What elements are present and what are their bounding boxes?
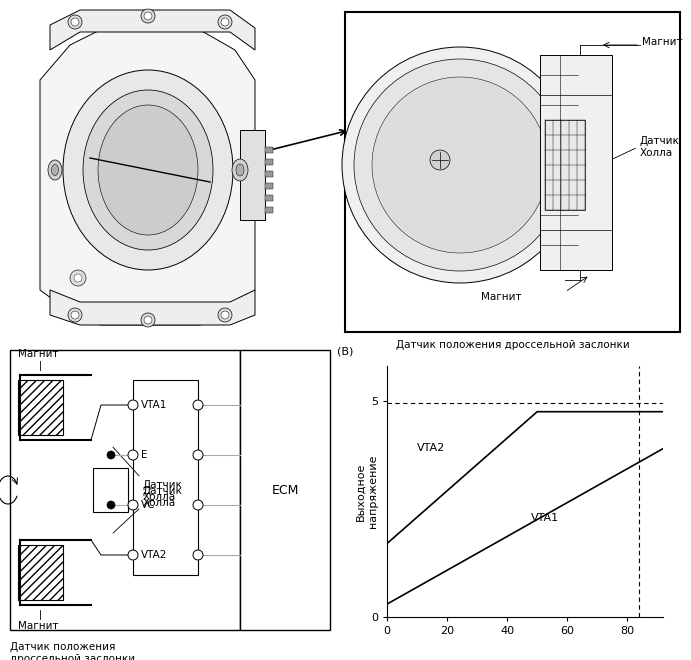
Circle shape: [342, 47, 578, 283]
Circle shape: [372, 77, 548, 253]
Text: Датчик
Холла: Датчик Холла: [640, 136, 680, 158]
Circle shape: [107, 451, 115, 459]
Circle shape: [144, 316, 152, 324]
Bar: [265, 171, 273, 177]
Circle shape: [221, 18, 229, 26]
Text: VTA1: VTA1: [531, 513, 559, 523]
Polygon shape: [50, 290, 255, 325]
Circle shape: [144, 12, 152, 20]
Bar: [345, 12, 680, 332]
Bar: [18, 545, 63, 600]
Text: Датчик положения
дроссельной заслонки: Датчик положения дроссельной заслонки: [10, 642, 135, 660]
Bar: [240, 130, 265, 220]
Text: ECM: ECM: [272, 484, 299, 496]
Circle shape: [128, 450, 138, 460]
Circle shape: [68, 308, 82, 322]
Circle shape: [74, 274, 82, 282]
Bar: [265, 147, 273, 153]
Text: Магнит: Магнит: [481, 292, 522, 302]
Text: Магнит: Магнит: [642, 37, 683, 47]
Polygon shape: [50, 10, 255, 50]
Circle shape: [218, 15, 232, 29]
Text: Магнит: Магнит: [18, 349, 59, 359]
Bar: [18, 380, 63, 435]
Circle shape: [354, 59, 566, 271]
Text: E: E: [141, 450, 147, 460]
Text: (В): (В): [337, 346, 354, 356]
Text: Датчик положения дроссельной заслонки: Датчик положения дроссельной заслонки: [396, 340, 630, 350]
Circle shape: [218, 308, 232, 322]
Text: VTA2: VTA2: [417, 444, 445, 453]
Circle shape: [221, 311, 229, 319]
Text: Датчик
Холла: Датчик Холла: [143, 480, 183, 502]
Circle shape: [430, 150, 450, 170]
Bar: [265, 195, 273, 201]
Circle shape: [71, 311, 79, 319]
Ellipse shape: [52, 164, 59, 176]
Bar: [240, 350, 330, 630]
Text: VC: VC: [141, 500, 155, 510]
Ellipse shape: [83, 90, 213, 250]
Circle shape: [71, 18, 79, 26]
Bar: [93, 468, 128, 512]
Ellipse shape: [232, 159, 248, 181]
Text: VTA2: VTA2: [141, 550, 167, 560]
Bar: [265, 207, 273, 213]
Text: VTA1: VTA1: [141, 400, 167, 410]
Ellipse shape: [63, 70, 233, 270]
Ellipse shape: [48, 160, 62, 180]
Bar: [10, 350, 240, 630]
Circle shape: [141, 313, 155, 327]
Circle shape: [193, 400, 203, 410]
Ellipse shape: [98, 105, 198, 235]
Bar: [265, 159, 273, 165]
Circle shape: [128, 500, 138, 510]
Y-axis label: Выходное
напряжение: Выходное напряжение: [356, 455, 378, 529]
Circle shape: [68, 15, 82, 29]
Polygon shape: [40, 30, 255, 325]
Circle shape: [107, 501, 115, 509]
Circle shape: [70, 270, 86, 286]
Bar: [545, 120, 585, 210]
Bar: [265, 183, 273, 189]
Circle shape: [141, 9, 155, 23]
Circle shape: [193, 550, 203, 560]
Bar: [540, 55, 612, 270]
Circle shape: [193, 450, 203, 460]
Text: Магнит: Магнит: [18, 621, 59, 631]
Circle shape: [128, 550, 138, 560]
Text: Датчик
Холла: Датчик Холла: [143, 486, 183, 508]
Ellipse shape: [236, 164, 244, 176]
Circle shape: [128, 400, 138, 410]
Circle shape: [193, 500, 203, 510]
Bar: [133, 380, 198, 575]
